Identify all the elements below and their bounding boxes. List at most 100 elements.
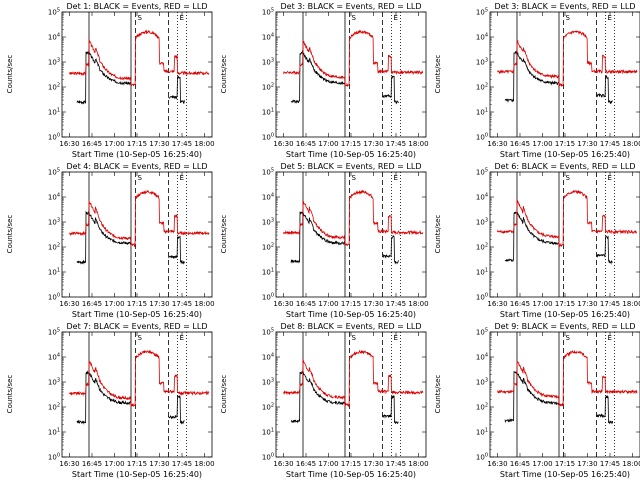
x-tick-label: 17:15: [341, 140, 361, 148]
x-tick-label: 16:30: [59, 460, 79, 468]
y-tick-label: 104: [48, 353, 60, 362]
x-tick-label: 17:00: [532, 140, 552, 148]
chart-title: Det 3: BLACK = Events, RED = LLD: [280, 2, 422, 11]
y-tick-label: 102: [476, 243, 488, 252]
x-tick-label: 17:15: [127, 140, 147, 148]
marker-label: E: [608, 174, 612, 182]
y-tick-label: 103: [476, 58, 488, 67]
x-tick-label: 16:30: [487, 300, 507, 308]
x-tick-label: 16:45: [82, 300, 102, 308]
y-tick-label: 102: [262, 403, 274, 412]
chart-title: Det 1: BLACK = Events, RED = LLD: [66, 2, 208, 11]
x-axis-label: Start Time (10-Sep-05 16:25:40): [71, 150, 203, 159]
marker-label: E: [180, 174, 184, 182]
y-tick-label: 104: [476, 33, 488, 42]
plot-frame: [61, 331, 213, 458]
marker-label: E: [180, 14, 184, 22]
marker-label: E: [394, 334, 398, 342]
y-tick-label: 100: [476, 453, 488, 462]
x-tick-label: 17:00: [318, 460, 338, 468]
y-tick-label: 102: [476, 83, 488, 92]
marker-label: S: [566, 14, 571, 22]
y-tick-label: 102: [262, 243, 274, 252]
x-tick-label: 17:00: [532, 300, 552, 308]
chart-title: Det 8: BLACK = Events, RED = LLD: [280, 322, 422, 331]
y-tick-label: 102: [48, 83, 60, 92]
plot-frame: [489, 171, 640, 298]
y-tick-label: 100: [48, 453, 60, 462]
detector-panel-1: Det 1: BLACK = Events, RED = LLD Start Ti…: [0, 0, 215, 160]
lld-series-line: [497, 30, 638, 87]
x-tick-label: 18:00: [408, 460, 428, 468]
detector-panel-4: Det 4: BLACK = Events, RED = LLD Start Ti…: [0, 160, 215, 320]
x-tick-label: 17:00: [318, 140, 338, 148]
y-tick-label: 100: [476, 133, 488, 142]
x-tick-label: 16:45: [296, 300, 316, 308]
x-tick-label: 16:45: [296, 140, 316, 148]
x-tick-label: 17:30: [363, 300, 383, 308]
x-tick-label: 16:30: [273, 300, 293, 308]
x-tick-label: 17:30: [577, 140, 597, 148]
x-tick-label: 18:00: [194, 460, 214, 468]
x-tick-label: 17:30: [577, 300, 597, 308]
events-series-line: [290, 50, 399, 105]
x-tick-label: 17:45: [386, 300, 406, 308]
y-tick-label: 103: [262, 378, 274, 387]
marker-label: S: [138, 174, 143, 182]
events-series-line: [290, 211, 399, 265]
x-tick-label: 17:00: [104, 140, 124, 148]
y-tick-label: 105: [48, 168, 60, 177]
y-tick-label: 100: [262, 133, 274, 142]
x-tick-label: 17:00: [104, 460, 124, 468]
y-tick-label: 103: [48, 218, 60, 227]
lld-series-line: [69, 29, 210, 87]
x-tick-label: 17:30: [577, 460, 597, 468]
x-tick-label: 17:30: [149, 140, 169, 148]
x-axis-label: Start Time (10-Sep-05 16:25:40): [499, 310, 631, 319]
y-tick-label: 101: [262, 268, 274, 277]
y-tick-label: 105: [262, 328, 274, 337]
chart-title: Det 3: BLACK = Events, RED = LLD: [494, 2, 636, 11]
chart-title: Det 4: BLACK = Events, RED = LLD: [66, 162, 208, 171]
y-tick-label: 103: [48, 58, 60, 67]
events-series-line: [504, 371, 613, 425]
x-tick-label: 17:45: [172, 300, 192, 308]
x-tick-label: 18:00: [408, 140, 428, 148]
marker-label: S: [566, 174, 571, 182]
x-tick-label: 17:45: [600, 300, 620, 308]
x-tick-label: 17:45: [600, 140, 620, 148]
y-tick-label: 104: [476, 193, 488, 202]
x-tick-label: 17:30: [149, 460, 169, 468]
y-tick-label: 101: [48, 268, 60, 277]
marker-label: S: [138, 14, 143, 22]
y-tick-label: 101: [262, 428, 274, 437]
lld-series-line: [283, 29, 424, 88]
x-axis-label: Start Time (10-Sep-05 16:25:40): [499, 470, 631, 479]
x-tick-label: 16:45: [510, 460, 530, 468]
y-tick-label: 102: [476, 403, 488, 412]
y-tick-label: 102: [48, 403, 60, 412]
lld-series-line: [497, 189, 638, 248]
marker-label: E: [394, 14, 398, 22]
lld-series-line: [283, 349, 424, 408]
marker-label: E: [608, 334, 612, 342]
detector-panel-9: Det 9: BLACK = Events, RED = LLD Start Ti…: [428, 320, 640, 480]
y-tick-label: 105: [262, 8, 274, 17]
x-tick-label: 18:00: [622, 460, 640, 468]
x-tick-label: 17:45: [172, 460, 192, 468]
x-tick-label: 16:30: [487, 140, 507, 148]
y-tick-label: 100: [476, 293, 488, 302]
x-tick-label: 16:30: [487, 460, 507, 468]
x-tick-label: 17:30: [149, 300, 169, 308]
x-tick-label: 16:30: [273, 140, 293, 148]
x-tick-label: 17:15: [555, 460, 575, 468]
y-tick-label: 100: [48, 293, 60, 302]
x-axis-label: Start Time (10-Sep-05 16:25:40): [285, 310, 417, 319]
x-tick-label: 18:00: [194, 300, 214, 308]
